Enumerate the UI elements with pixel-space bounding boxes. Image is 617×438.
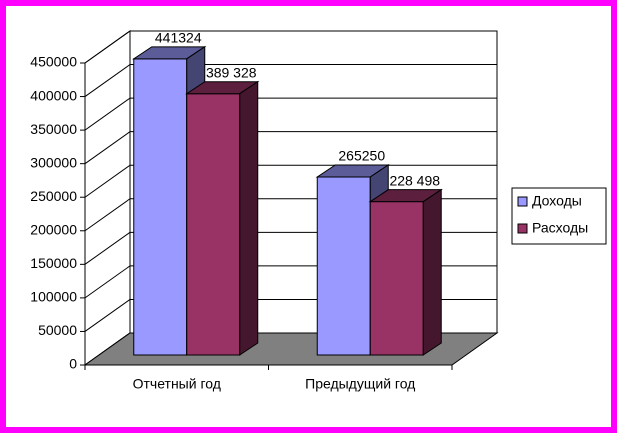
data-label: 389 328 bbox=[206, 64, 257, 80]
bar-side bbox=[239, 80, 259, 356]
y-tick-label: 200000 bbox=[30, 221, 77, 237]
grid-line bbox=[84, 265, 131, 299]
y-tick-label: 450000 bbox=[30, 54, 77, 70]
legend-swatch bbox=[517, 196, 528, 207]
y-tick-label: 400000 bbox=[30, 87, 77, 103]
legend-swatch bbox=[517, 223, 528, 234]
y-tick-label: 100000 bbox=[30, 289, 77, 305]
y-tick-label: 300000 bbox=[30, 154, 77, 170]
y-tick-label: 50000 bbox=[38, 322, 77, 338]
bar bbox=[316, 176, 371, 356]
grid-line bbox=[84, 131, 131, 165]
grid-line bbox=[84, 231, 131, 265]
y-tick-label: 250000 bbox=[30, 188, 77, 204]
y-tick-label: 0 bbox=[69, 356, 77, 372]
grid-line bbox=[84, 198, 131, 232]
legend-label: Расходы bbox=[532, 220, 588, 236]
legend-label: Доходы bbox=[532, 193, 582, 209]
grid-line bbox=[84, 164, 131, 198]
bar-side bbox=[422, 188, 442, 356]
grid-line bbox=[84, 64, 131, 97]
data-label: 441324 bbox=[155, 30, 202, 46]
x-tick-label: Отчетный год bbox=[133, 376, 221, 392]
data-label: 228 498 bbox=[389, 172, 440, 188]
data-label: 265250 bbox=[338, 148, 385, 164]
x-tick-label: Предыдущий год bbox=[305, 376, 415, 392]
y-tick-label: 150000 bbox=[30, 255, 77, 271]
bar bbox=[186, 93, 241, 356]
y-tick-label: 350000 bbox=[30, 121, 77, 137]
legend-box bbox=[511, 187, 607, 245]
grid-line bbox=[84, 299, 131, 332]
grid-line bbox=[84, 97, 131, 131]
bar bbox=[133, 58, 188, 356]
grid-line bbox=[84, 30, 131, 64]
bar bbox=[369, 201, 424, 356]
